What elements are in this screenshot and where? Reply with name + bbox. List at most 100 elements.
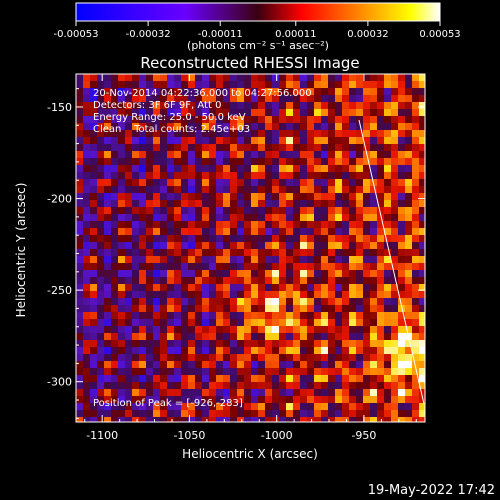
heatmap-cell xyxy=(405,151,412,158)
heatmap-cell xyxy=(237,410,244,417)
heatmap-cell xyxy=(314,144,321,151)
heatmap-cell xyxy=(272,109,279,116)
heatmap-cell xyxy=(230,123,237,130)
heatmap-cell xyxy=(286,389,293,396)
heatmap-cell xyxy=(132,305,139,312)
heatmap-cell xyxy=(188,312,195,319)
heatmap-cell xyxy=(237,193,244,200)
heatmap-cell xyxy=(97,200,104,207)
heatmap-cell xyxy=(188,179,195,186)
heatmap-cell xyxy=(405,375,412,382)
heatmap-cell xyxy=(209,214,216,221)
heatmap-cell xyxy=(111,109,118,116)
heatmap-cell xyxy=(167,130,174,137)
heatmap-cell xyxy=(307,228,314,235)
heatmap-cell xyxy=(391,228,398,235)
heatmap-cell xyxy=(139,242,146,249)
heatmap-cell xyxy=(391,235,398,242)
heatmap-cell xyxy=(342,228,349,235)
heatmap-cell xyxy=(97,144,104,151)
heatmap-cell xyxy=(349,102,356,109)
heatmap-cell xyxy=(279,326,286,333)
heatmap-cell xyxy=(209,417,216,422)
heatmap-cell xyxy=(405,368,412,375)
heatmap-cell xyxy=(349,305,356,312)
heatmap-cell xyxy=(244,410,251,417)
heatmap-cell xyxy=(314,326,321,333)
heatmap-cell xyxy=(391,389,398,396)
heatmap-cell xyxy=(202,417,209,422)
heatmap-cell xyxy=(251,109,258,116)
heatmap-cell xyxy=(118,144,125,151)
heatmap-cell xyxy=(167,389,174,396)
heatmap-cell xyxy=(188,137,195,144)
heatmap-cell xyxy=(146,403,153,410)
heatmap-cell xyxy=(167,347,174,354)
heatmap-cell xyxy=(230,249,237,256)
heatmap-cell xyxy=(195,333,202,340)
heatmap-cell xyxy=(146,207,153,214)
heatmap-cell xyxy=(314,396,321,403)
heatmap-cell xyxy=(195,417,202,422)
heatmap-cell xyxy=(209,375,216,382)
heatmap-cell xyxy=(258,130,265,137)
heatmap-cell xyxy=(293,214,300,221)
heatmap-cell xyxy=(174,382,181,389)
heatmap-cell xyxy=(104,102,111,109)
heatmap-cell xyxy=(293,298,300,305)
heatmap-cell xyxy=(328,256,335,263)
heatmap-cell xyxy=(258,326,265,333)
heatmap-cell xyxy=(83,347,90,354)
heatmap-cell xyxy=(412,326,419,333)
heatmap-cell xyxy=(118,200,125,207)
heatmap-cell xyxy=(188,214,195,221)
plot-frame xyxy=(75,73,426,423)
heatmap-cell xyxy=(258,137,265,144)
heatmap-cell xyxy=(258,193,265,200)
heatmap-cell xyxy=(328,172,335,179)
heatmap-cell xyxy=(328,214,335,221)
heatmap-cell xyxy=(139,137,146,144)
heatmap-cell xyxy=(293,74,300,81)
heatmap-cell xyxy=(349,298,356,305)
heatmap-cell xyxy=(132,151,139,158)
heatmap-cell xyxy=(139,305,146,312)
heatmap-cell xyxy=(314,151,321,158)
heatmap-cell xyxy=(139,158,146,165)
heatmap-cell xyxy=(195,221,202,228)
heatmap-cell xyxy=(419,382,425,389)
heatmap-cell xyxy=(104,109,111,116)
heatmap-cell xyxy=(216,396,223,403)
heatmap-cell xyxy=(174,172,181,179)
heatmap-cell xyxy=(412,123,419,130)
heatmap-cell xyxy=(125,291,132,298)
heatmap-cell xyxy=(391,172,398,179)
heatmap-cell xyxy=(300,186,307,193)
heatmap-cell xyxy=(104,214,111,221)
heatmap-cell xyxy=(314,403,321,410)
heatmap-cell xyxy=(412,256,419,263)
heatmap-cell xyxy=(356,284,363,291)
heatmap-cell xyxy=(216,403,223,410)
heatmap-cell xyxy=(412,249,419,256)
heatmap-cell xyxy=(293,389,300,396)
heatmap-cell xyxy=(181,116,188,123)
heatmap-cell xyxy=(349,186,356,193)
heatmap-cell xyxy=(335,354,342,361)
heatmap-cell xyxy=(391,305,398,312)
heatmap-cell xyxy=(209,277,216,284)
heatmap-cell xyxy=(181,179,188,186)
heatmap-cell xyxy=(174,389,181,396)
heatmap-cell xyxy=(111,158,118,165)
heatmap-cell xyxy=(153,333,160,340)
heatmap-cell xyxy=(223,312,230,319)
heatmap-cell xyxy=(286,186,293,193)
heatmap-cell xyxy=(188,396,195,403)
heatmap-cell xyxy=(342,312,349,319)
heatmap-cell xyxy=(272,389,279,396)
heatmap-cell xyxy=(111,228,118,235)
heatmap-cell xyxy=(125,130,132,137)
heatmap-cell xyxy=(111,165,118,172)
heatmap-cell xyxy=(377,396,384,403)
heatmap-cell xyxy=(265,179,272,186)
